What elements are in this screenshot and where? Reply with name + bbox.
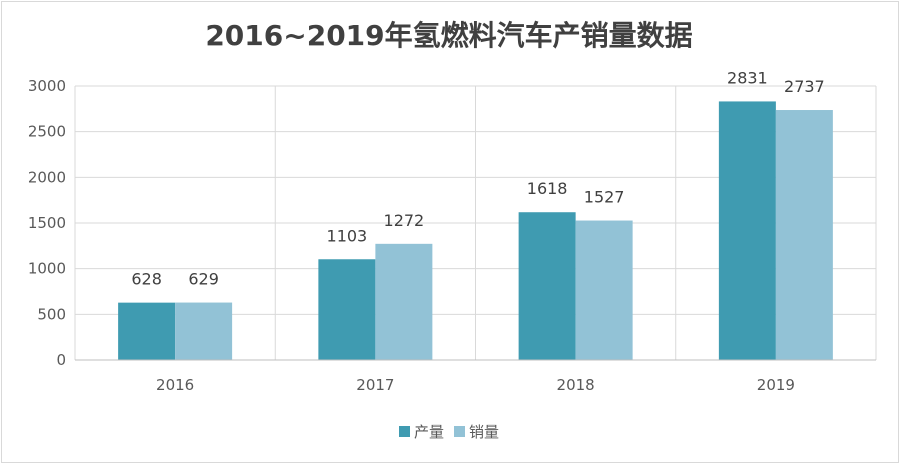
data-label-2019-s1: 2737: [784, 77, 825, 96]
data-label-2017-s1: 1272: [384, 211, 425, 230]
bar-2016-s0: [118, 302, 176, 360]
data-label-2017-s0: 1103: [327, 226, 368, 245]
y-tick-label-2: 1000: [28, 260, 66, 278]
chart-title: 2016~2019年氢燃料汽车产销量数据: [205, 19, 693, 52]
x-tick-label-2: 2018: [557, 376, 595, 394]
bar-2017-s0: [318, 259, 376, 360]
legend-label-sales: 销量: [469, 423, 500, 441]
bar-2018-s1: [575, 220, 633, 360]
bar-2019-s0: [718, 101, 776, 360]
y-tick-label-1: 500: [37, 305, 66, 323]
bar-2016-s1: [175, 302, 233, 360]
y-tick-label-3: 1500: [28, 214, 66, 232]
data-label-2016-s0: 628: [131, 270, 162, 289]
data-label-2016-s1: 629: [188, 270, 219, 289]
legend-item-sales: 销量: [454, 421, 499, 442]
bar-2018-s0: [518, 212, 576, 360]
y-tick-label-5: 2500: [28, 123, 66, 141]
legend-label-production: 产量: [413, 423, 444, 441]
legend-swatch-sales: [454, 426, 465, 437]
legend: 产量 销量: [0, 421, 898, 442]
legend-item-production: 产量: [398, 421, 444, 442]
x-tick-label-1: 2017: [356, 376, 394, 394]
legend-swatch-production: [398, 426, 410, 437]
y-tick-label-6: 3000: [28, 77, 66, 95]
bar-2019-s1: [775, 110, 833, 361]
data-label-2018-s1: 1527: [584, 188, 625, 207]
x-tick-label-0: 2016: [156, 376, 194, 394]
data-label-2018-s0: 1618: [527, 179, 568, 198]
y-tick-label-0: 0: [56, 351, 66, 369]
y-tick-label-4: 2000: [28, 168, 66, 186]
x-tick-label-3: 2019: [757, 376, 795, 394]
bar-2017-s1: [375, 243, 433, 360]
data-label-2019-s0: 2831: [727, 68, 768, 87]
